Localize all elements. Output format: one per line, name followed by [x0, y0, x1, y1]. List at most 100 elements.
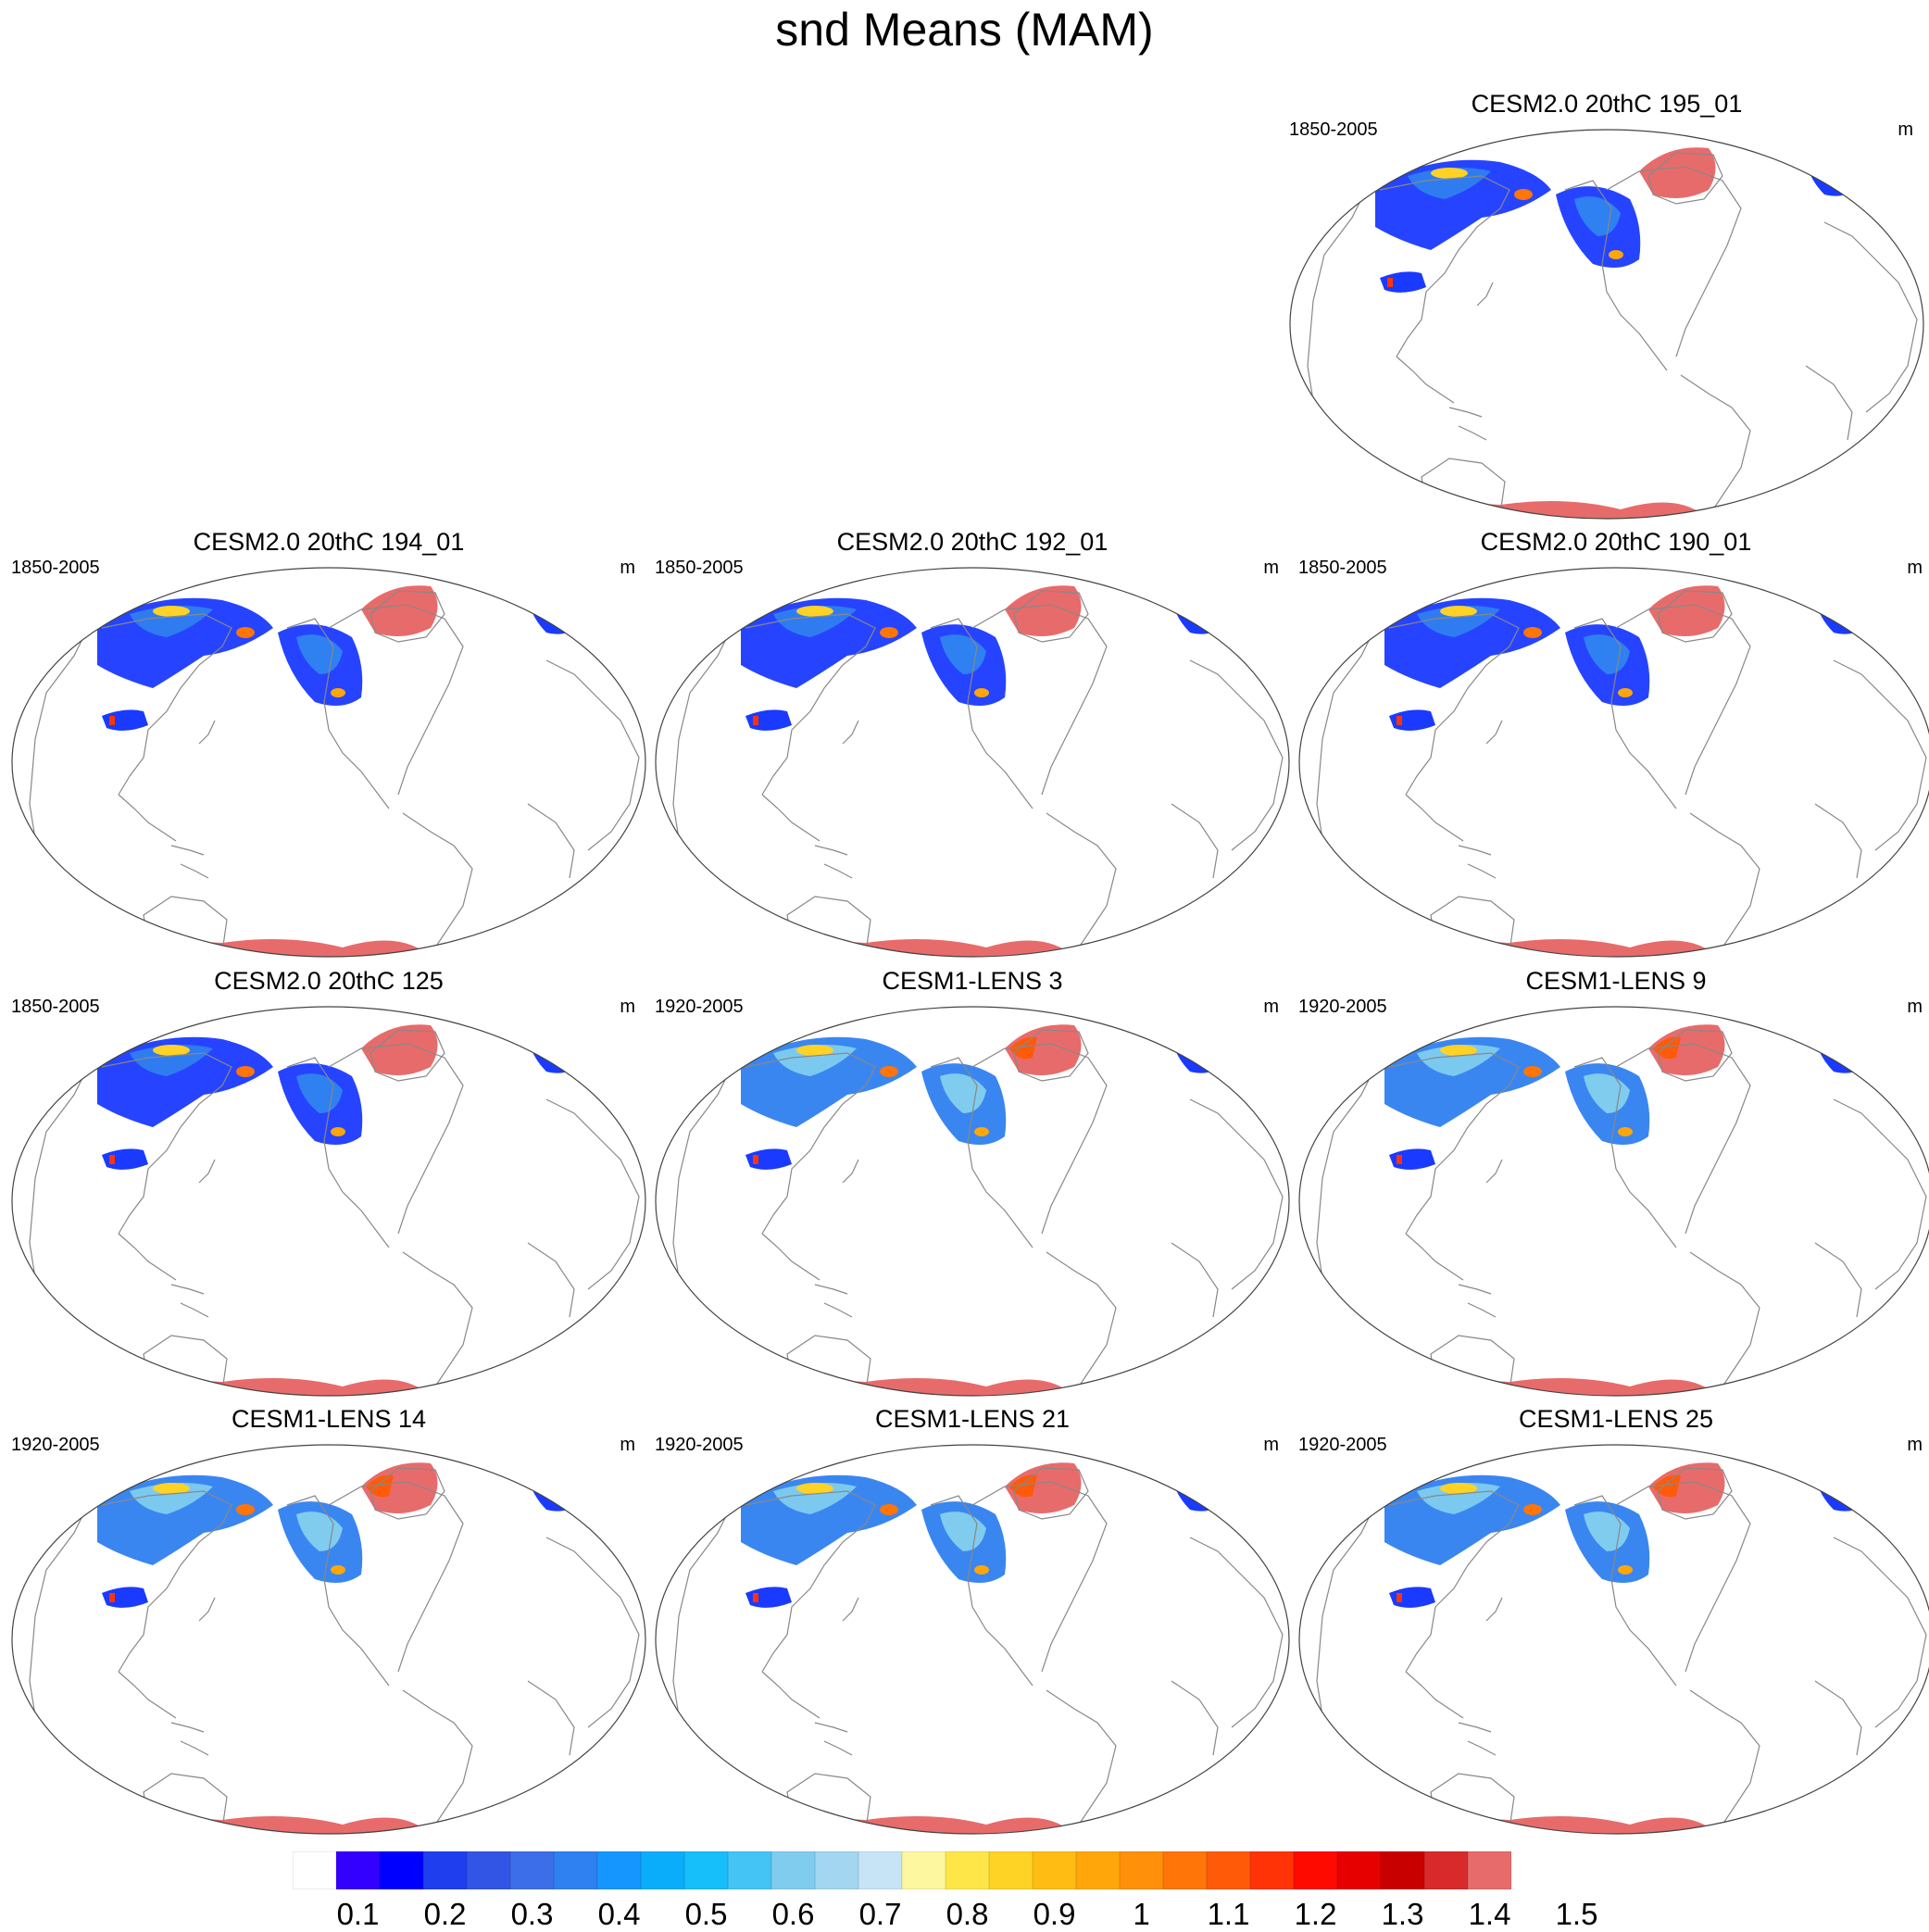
map-panel: CESM1-LENS 3 1920-2005 m: [653, 965, 1292, 1406]
colorbar-box: [684, 1851, 728, 1889]
map-plot: [655, 1006, 1290, 1397]
map-panel: CESM1-LENS 9 1920-2005 m: [1296, 965, 1929, 1406]
colorbar-label: 1: [1133, 1897, 1150, 1931]
colorbar-box: [1337, 1851, 1381, 1889]
panel-years: 1920-2005: [11, 1435, 100, 1455]
panel-unit: m: [620, 1435, 635, 1455]
figure-title: snd Means (MAM): [775, 4, 1154, 56]
colorbar-box: [293, 1851, 336, 1889]
map-panel: CESM2.0 20thC 190_01 1850-2005 m: [1296, 526, 1929, 967]
map-plot: [1289, 129, 1924, 520]
colorbar-box: [554, 1851, 597, 1889]
colorbar-box: [1033, 1851, 1076, 1889]
colorbar-box: [1468, 1851, 1511, 1889]
colorbar-label: 1.3: [1381, 1897, 1424, 1931]
colorbar-label: 1.5: [1555, 1897, 1598, 1931]
colorbar-label: 0.4: [597, 1897, 641, 1931]
map-plot: [655, 1444, 1290, 1835]
colorbar-box: [380, 1851, 423, 1889]
map-panel: CESM2.0 20thC 125 1850-2005 m: [9, 965, 648, 1406]
map-border: [1298, 1006, 1929, 1397]
panel-years: 1850-2005: [1298, 558, 1387, 578]
panel-unit: m: [1907, 1435, 1923, 1455]
panel-unit: m: [1898, 119, 1913, 140]
map-plot: [11, 1444, 646, 1835]
panel-title: CESM2.0 20thC 194_01: [193, 528, 465, 556]
map-plot: [11, 567, 646, 958]
map-content: [1307, 147, 1918, 519]
panel-unit: m: [1907, 997, 1923, 1017]
panel-title: CESM2.0 20thC 192_01: [836, 528, 1109, 556]
colorbar-box: [1163, 1851, 1207, 1889]
map-plot: [1298, 567, 1929, 958]
colorbar-label: 1.1: [1207, 1897, 1250, 1931]
map-panel: CESM2.0 20thC 194_01 1850-2005 m: [9, 526, 648, 967]
colorbar-box: [728, 1851, 771, 1889]
colorbar-box: [1207, 1851, 1250, 1889]
panel-unit: m: [620, 558, 635, 578]
map-plot: [1298, 1006, 1929, 1397]
map-plot: [655, 567, 1290, 958]
map-content: [672, 1024, 1284, 1396]
panel-title: CESM2.0 20thC 190_01: [1480, 528, 1752, 556]
panel-unit: m: [1907, 558, 1923, 578]
colorbar-box: [858, 1851, 902, 1889]
map-plot: [1298, 1444, 1929, 1835]
panel-title: CESM1-LENS 25: [1518, 1405, 1714, 1433]
colorbar-box: [1424, 1851, 1468, 1889]
panel-unit: m: [1263, 1435, 1279, 1455]
map-content: [1316, 1462, 1927, 1834]
colorbar-box: [641, 1851, 684, 1889]
panel-title: CESM1-LENS 14: [231, 1405, 427, 1433]
colorbar-label: 0.8: [946, 1897, 989, 1931]
colorbar-label: 0.5: [684, 1897, 728, 1931]
colorbar-box: [902, 1851, 946, 1889]
map-panel: CESM1-LENS 14 1920-2005 m: [9, 1403, 648, 1844]
map-plot: [11, 1006, 646, 1397]
map-content: [1316, 1024, 1927, 1396]
map-border: [11, 567, 646, 958]
map-border: [11, 1444, 646, 1835]
map-border: [655, 1444, 1290, 1835]
panel-years: 1850-2005: [1289, 119, 1378, 140]
colorbar-label: 0.7: [858, 1897, 902, 1931]
panel-title: CESM2.0 20thC 195_01: [1471, 90, 1743, 118]
colorbar-box: [815, 1851, 858, 1889]
panel-years: 1920-2005: [1298, 997, 1387, 1017]
map-panel: CESM2.0 20thC 192_01 1850-2005 m: [653, 526, 1292, 967]
map-border: [1298, 1444, 1929, 1835]
colorbar-label: 0.9: [1033, 1897, 1076, 1931]
map-content: [29, 1462, 640, 1834]
map-border: [11, 1006, 646, 1397]
map-border: [1298, 567, 1929, 958]
panel-unit: m: [1263, 558, 1279, 578]
colorbar-box: [336, 1851, 380, 1889]
map-panel: CESM1-LENS 21 1920-2005 m: [653, 1403, 1292, 1844]
colorbar-box: [597, 1851, 641, 1889]
map-panel: CESM1-LENS 25 1920-2005 m: [1296, 1403, 1929, 1844]
colorbar-box: [989, 1851, 1033, 1889]
map-content: [1316, 585, 1927, 957]
colorbar-box: [946, 1851, 989, 1889]
colorbar-label: 0.3: [510, 1897, 554, 1931]
colorbar-box: [1294, 1851, 1337, 1889]
colorbar-box: [467, 1851, 510, 1889]
map-panel: CESM2.0 20thC 195_01 1850-2005 m: [1287, 88, 1926, 529]
panel-title: CESM1-LENS 9: [1525, 967, 1707, 995]
panel-unit: m: [1263, 997, 1279, 1017]
colorbar-label: 0.6: [771, 1897, 815, 1931]
map-content: [29, 1024, 640, 1396]
panel-title: CESM2.0 20thC 125: [214, 967, 444, 995]
panel-title: CESM1-LENS 3: [882, 967, 1063, 995]
panel-title: CESM1-LENS 21: [874, 1405, 1071, 1433]
colorbar-box: [1076, 1851, 1120, 1889]
panel-years: 1920-2005: [655, 997, 744, 1017]
colorbar-label: 0.2: [423, 1897, 467, 1931]
map-border: [655, 1006, 1290, 1397]
colorbar-box: [423, 1851, 467, 1889]
panel-years: 1850-2005: [655, 558, 744, 578]
map-content: [672, 585, 1284, 957]
panel-years: 1850-2005: [11, 997, 100, 1017]
colorbar-box: [1381, 1851, 1424, 1889]
colorbar-label: 0.1: [336, 1897, 380, 1931]
